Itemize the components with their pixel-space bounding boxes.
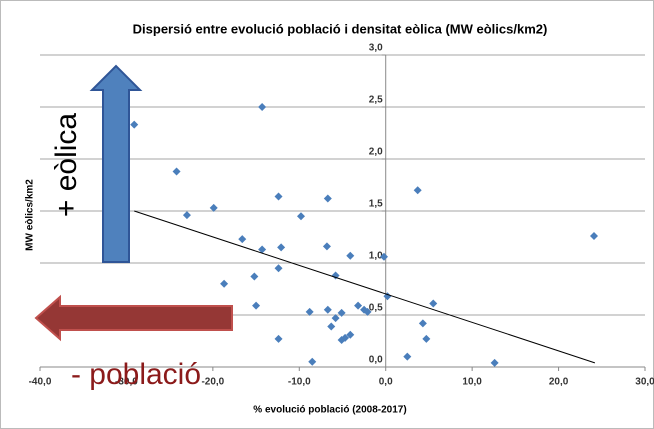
point: [346, 330, 355, 339]
point: [418, 319, 427, 328]
point: [308, 357, 317, 366]
y-tick-label: 0,5: [369, 303, 383, 314]
point: [403, 352, 412, 361]
y-axis-label: MW eòlics/km2: [25, 179, 36, 251]
point: [297, 212, 306, 221]
point: [323, 194, 332, 203]
point: [322, 242, 331, 251]
point: [323, 305, 332, 314]
y-tick-label: 3,0: [369, 43, 383, 54]
x-tick-label: 10,0: [462, 377, 482, 388]
point: [413, 186, 422, 195]
point: [220, 279, 229, 288]
point: [422, 334, 431, 343]
x-axis-label: % evolució població (2008-2017): [253, 405, 406, 416]
point: [274, 264, 283, 273]
arrow-up: [89, 64, 143, 263]
chart-title: Dispersió entre evolució població i dens…: [133, 21, 548, 36]
point: [341, 333, 350, 342]
point: [363, 307, 372, 316]
arrow-left: [34, 294, 233, 342]
point: [277, 243, 286, 252]
point: [238, 235, 247, 244]
x-tick-label: -10,0: [288, 377, 311, 388]
point: [130, 120, 139, 129]
point: [250, 272, 259, 281]
y-tick-label: 0,0: [369, 355, 383, 366]
point: [305, 307, 314, 316]
point: [354, 301, 363, 310]
x-tick-label: 0,0: [379, 377, 393, 388]
point: [172, 167, 181, 176]
y-tick-label: 2,5: [369, 95, 383, 106]
point: [327, 322, 336, 331]
annotation: + eòlica: [50, 113, 83, 218]
x-tick-label: -40,0: [29, 377, 52, 388]
point: [331, 314, 340, 323]
point: [337, 308, 346, 317]
plot-area: 0,0 0,5 1,0 1,5 2,0 2,5 3,0 -40,0 -30,0 -20,0 -10,…: [29, 43, 654, 388]
point: [209, 203, 218, 212]
point: [252, 301, 261, 310]
annotation: - població: [71, 358, 201, 391]
point: [258, 103, 267, 111]
point: [590, 231, 599, 240]
point: [274, 334, 283, 343]
annotations: + eòlica - població: [34, 64, 233, 391]
point: [429, 299, 438, 308]
x-tick-label: -20,0: [201, 377, 224, 388]
point: [258, 245, 267, 254]
y-tick-label: 1,0: [369, 251, 383, 262]
point: [274, 192, 283, 201]
y-tick-label: 2,0: [369, 147, 383, 158]
point: [490, 358, 499, 367]
point: [182, 211, 191, 220]
point: [379, 252, 388, 261]
x-tick-label: 30,0: [635, 377, 654, 388]
x-tick-label: 20,0: [549, 377, 569, 388]
x-tick-label: -30,0: [115, 377, 138, 388]
y-tick-label: 1,5: [369, 199, 383, 210]
point: [331, 271, 340, 280]
trendline: [134, 210, 596, 364]
point: [346, 251, 355, 260]
